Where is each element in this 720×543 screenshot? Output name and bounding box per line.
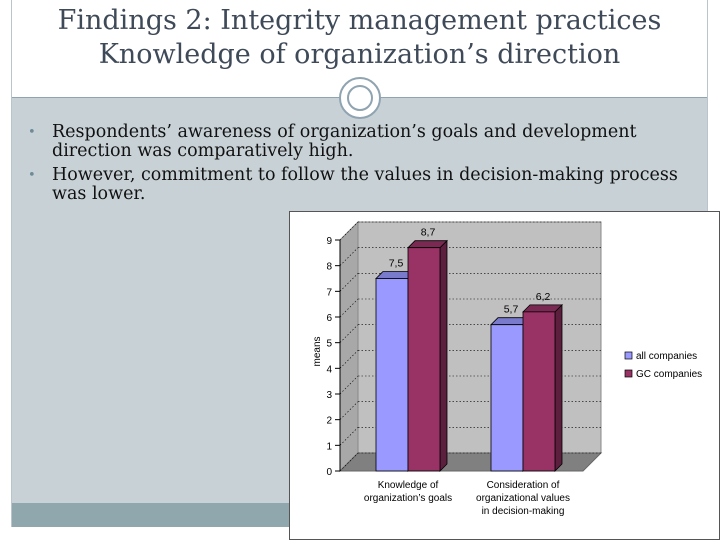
- chart-side-wall: [339, 220, 359, 473]
- y-tick-label: 2: [326, 416, 332, 427]
- gridline-side: [339, 298, 359, 318]
- bullet-item: • However, commitment to follow the value…: [28, 166, 698, 204]
- bar-side: [554, 303, 563, 472]
- y-tick-label: 8: [326, 262, 332, 273]
- bar-side: [439, 239, 448, 472]
- frame-left-border: [11, 0, 12, 527]
- y-tick-label: 9: [326, 236, 332, 247]
- bullet-dot-icon: •: [28, 168, 36, 183]
- legend-swatch: [624, 351, 633, 360]
- slide-title-line-1: Findings 2: Integrity management practic…: [57, 5, 662, 36]
- data-label: 6,2: [536, 291, 551, 303]
- bar: [522, 311, 556, 472]
- gridline-side: [339, 273, 359, 292]
- y-tick-label: 7: [326, 287, 332, 298]
- bar: [407, 247, 441, 472]
- gridline-side: [339, 324, 359, 343]
- gridline-side: [339, 247, 359, 266]
- bullet-text: However, commitment to follow the values…: [52, 165, 678, 204]
- x-category-label: organizational values: [476, 493, 570, 504]
- bullet-text: Respondents’ awareness of organization’s…: [52, 122, 637, 161]
- y-tick-label: 0: [326, 467, 332, 478]
- y-tick-label: 6: [326, 313, 332, 324]
- gridline-side: [339, 427, 359, 446]
- gridline-side: [339, 221, 359, 241]
- y-axis-title: means: [312, 336, 323, 366]
- data-label: 7,5: [389, 258, 404, 270]
- gridline-side: [339, 401, 359, 420]
- gridline-side: [339, 452, 359, 472]
- y-tick-label: 5: [326, 339, 332, 350]
- bar: [375, 278, 409, 472]
- bar-top: [407, 240, 448, 249]
- gridline-side: [339, 375, 359, 395]
- x-category-label: Consideration of: [487, 480, 560, 491]
- bullet-dot-icon: •: [28, 125, 36, 140]
- y-tick-label: 4: [326, 364, 332, 375]
- legend-label: GC companies: [636, 369, 702, 380]
- legend-label: all companies: [636, 351, 697, 362]
- bar-chart: 0 1 2 3 4 5 6 7 8 9 means 7,5 5,7 8,7 6,2 Knowledge of o…: [312, 220, 702, 517]
- gridline-side: [339, 350, 359, 369]
- data-label: 5,7: [504, 304, 519, 316]
- bullet-item: • Respondents’ awareness of organization’…: [28, 123, 698, 161]
- slide-title: Findings 2: Integrity management practic…: [12, 4, 707, 72]
- slide-title-line-2: Knowledge of organization’s direction: [98, 39, 621, 70]
- bullet-list: • Respondents’ awareness of organization’…: [28, 123, 698, 209]
- bar: [490, 324, 524, 472]
- data-label: 8,7: [421, 227, 436, 239]
- bar-top: [522, 304, 563, 313]
- y-tick-label: 3: [326, 390, 332, 401]
- x-category-label: Knowledge of: [378, 480, 439, 491]
- chart-container: 0 1 2 3 4 5 6 7 8 9 means 7,5 5,7 8,7 6,2 Knowledge of o…: [289, 211, 720, 540]
- legend-swatch: [624, 369, 633, 378]
- ring-ornament-inner-icon: [347, 85, 373, 111]
- y-tick-label: 1: [326, 441, 332, 452]
- x-category-label: organization’s goals: [364, 493, 452, 504]
- x-category-label: in decision-making: [482, 506, 565, 517]
